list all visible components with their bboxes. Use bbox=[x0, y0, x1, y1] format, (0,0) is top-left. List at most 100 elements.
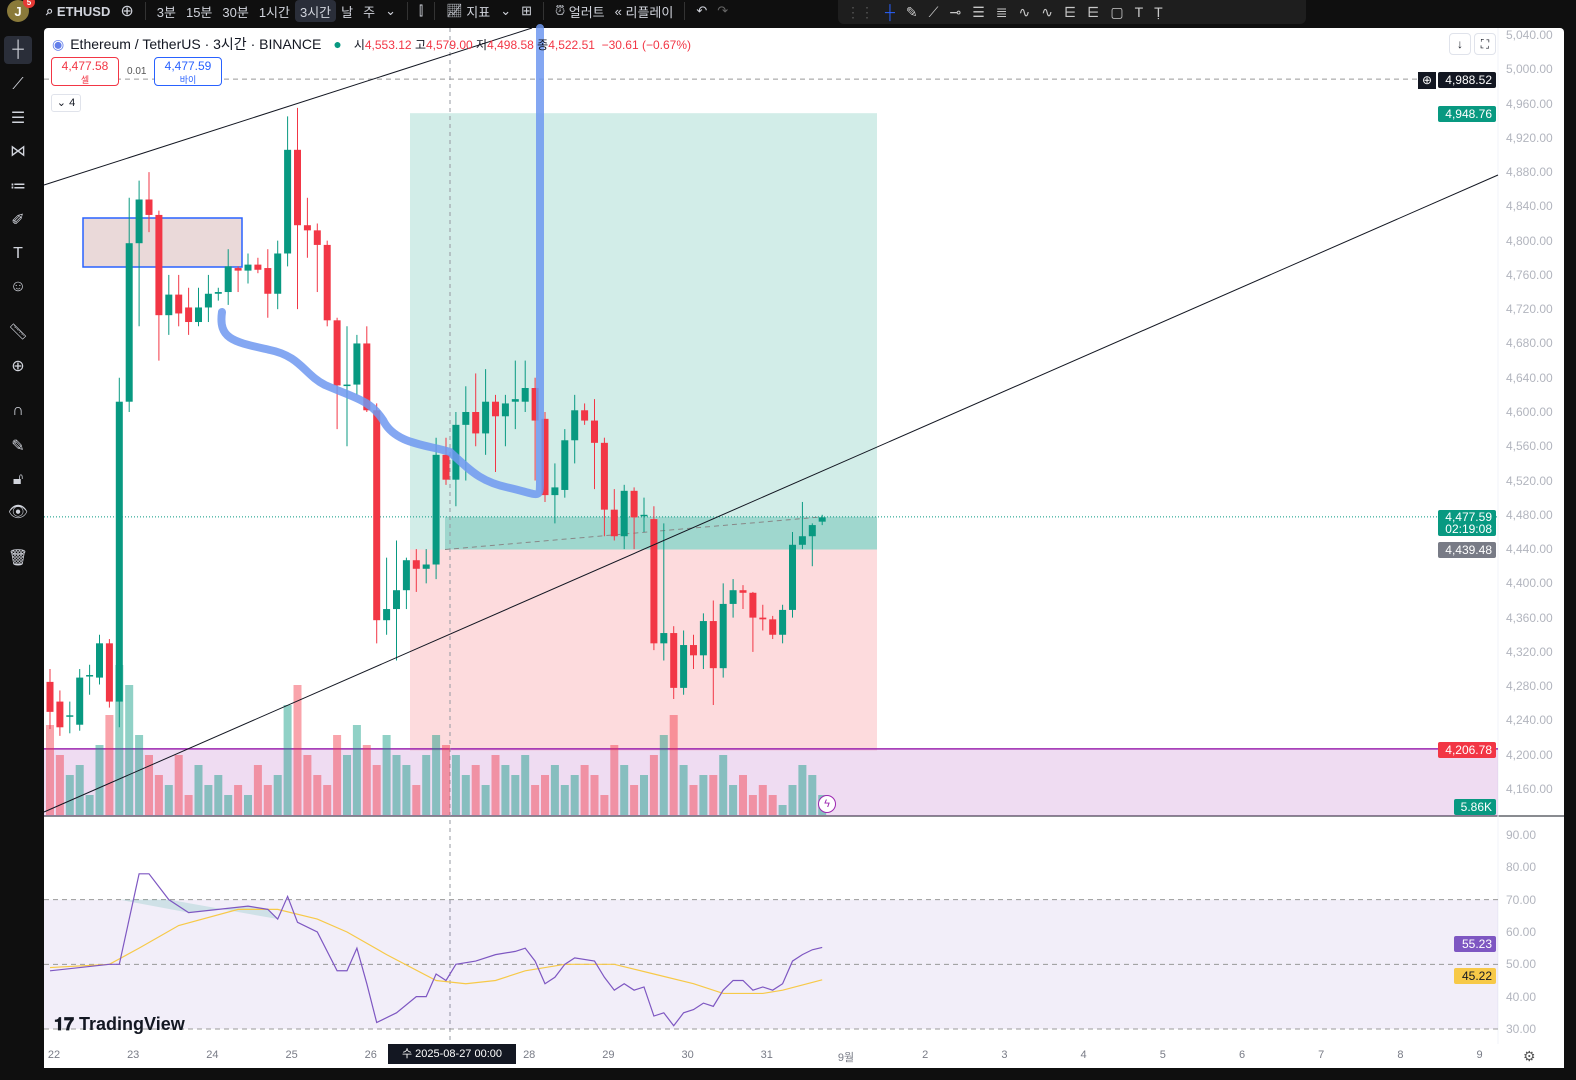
candle-body bbox=[115, 401, 123, 702]
tradingview-logo-icon: 𝟏𝟕 bbox=[54, 1014, 80, 1034]
market-open-dot-icon: ● bbox=[333, 36, 342, 52]
fib-extension-icon[interactable]: ⋿ bbox=[1087, 3, 1100, 20]
candle-body bbox=[234, 268, 242, 271]
magnet-icon[interactable]: ∩ bbox=[12, 402, 24, 419]
indicators-button[interactable]: 📈︎ 지표 bbox=[441, 0, 495, 22]
fib-fan-icon[interactable]: ≣ bbox=[995, 3, 1008, 20]
brush-tool-icon[interactable]: ✐ bbox=[11, 212, 25, 229]
rectangle-drawing bbox=[82, 217, 243, 268]
brush-drawing bbox=[217, 24, 544, 499]
sell-button[interactable]: 4,477.58 셀 bbox=[51, 57, 119, 86]
indicators-chevron-icon[interactable]: ⌄ bbox=[500, 3, 512, 18]
add-alert-plus-icon[interactable]: ⊕ bbox=[1418, 72, 1436, 89]
volume-bar bbox=[184, 795, 193, 815]
candle-body bbox=[214, 292, 222, 294]
volume-bar bbox=[154, 775, 163, 815]
volume-bar bbox=[372, 765, 381, 815]
lock-icon[interactable]: 🔓︎ bbox=[12, 471, 24, 488]
indicators-collapse-toggle[interactable]: ⌄ 4 bbox=[51, 94, 81, 112]
time-axis-tick: 9월 bbox=[837, 1052, 855, 1064]
rsi-axis-tick: 30.00 bbox=[1506, 1021, 1537, 1036]
interval-3m[interactable]: 3분 bbox=[156, 4, 176, 20]
tradingview-logo[interactable]: 𝟏𝟕 TradingView bbox=[54, 1014, 185, 1034]
trendline-icon[interactable]: ⟋ bbox=[928, 3, 939, 20]
drag-handle-icon[interactable]: ⋮⋮ bbox=[846, 3, 874, 20]
eye-icon[interactable]: 👁︎ bbox=[7, 504, 29, 521]
candle-body bbox=[709, 621, 717, 669]
scroll-down-arrow-icon[interactable]: ↓ bbox=[1449, 33, 1471, 55]
candle-body bbox=[521, 388, 529, 402]
fib-retracement-icon[interactable]: ⋿ bbox=[1063, 3, 1077, 20]
pattern-icon[interactable]: ∿ bbox=[1018, 3, 1031, 20]
symbol-title[interactable]: Ethereum / TetherUS · 3시간 · BINANCE bbox=[70, 36, 322, 52]
rectangle-icon[interactable]: ▢ bbox=[1110, 3, 1124, 20]
left-toolbar: ┼ ⟋ ☰ ⋈ ≔ ✐ T ☺ 📏︎ ⊕ ∩ ✎ 🔓︎ 👁︎ 🗑︎ bbox=[0, 28, 38, 1080]
candle-type-icon[interactable]: ⫿ bbox=[418, 3, 424, 18]
volume-bar bbox=[461, 775, 470, 815]
alert-button[interactable]: ⏰︎ 얼러트 bbox=[550, 0, 610, 22]
stay-in-drawing-mode-icon[interactable]: ✎ bbox=[11, 438, 25, 455]
volume-bar bbox=[244, 795, 252, 815]
volume-bar bbox=[412, 785, 421, 815]
brush-icon[interactable]: ✎ bbox=[905, 3, 918, 20]
trash-icon[interactable]: 🗑︎ bbox=[7, 550, 29, 567]
undo-icon[interactable]: ↶ bbox=[696, 3, 708, 18]
volume-bar bbox=[778, 805, 787, 815]
settings-gear-icon[interactable]: ⚙ bbox=[1523, 1048, 1536, 1064]
emoji-tool-icon[interactable]: ☺ bbox=[9, 278, 27, 295]
zoom-in-icon[interactable]: ⊕ bbox=[11, 358, 25, 375]
elliott-wave-icon[interactable]: ∿ bbox=[1041, 3, 1053, 20]
forecast-tool-icon[interactable]: ≔ bbox=[10, 178, 26, 195]
crosshair-icon[interactable]: ┼ bbox=[885, 4, 895, 20]
divider bbox=[684, 2, 686, 20]
redo-icon[interactable]: ↷ bbox=[717, 3, 729, 18]
price-axis-tick: 4,240.00 bbox=[1506, 713, 1553, 728]
volume-bar bbox=[164, 785, 173, 815]
interval-1h[interactable]: 1시간 bbox=[258, 4, 290, 20]
trend-line-lower bbox=[43, 174, 1499, 813]
compare-add-button[interactable]: ⊕ bbox=[120, 3, 134, 20]
interval-dropdown-chevron-icon[interactable]: ⌄ bbox=[385, 3, 396, 18]
text-tool-icon[interactable]: T bbox=[13, 245, 23, 262]
interval-day[interactable]: 날 bbox=[341, 4, 354, 20]
text-icon[interactable]: T bbox=[1134, 4, 1144, 20]
candle-body bbox=[135, 199, 143, 244]
time-axis-tick: 3 bbox=[1001, 1049, 1008, 1061]
fullscreen-icon[interactable]: ⛶ bbox=[1474, 33, 1496, 55]
ruler-icon[interactable]: 📏︎ bbox=[7, 324, 29, 341]
volume-bar bbox=[343, 755, 351, 815]
replay-button[interactable]: « 리플레이 bbox=[610, 0, 679, 22]
candle-body bbox=[105, 643, 113, 702]
candle-body bbox=[680, 645, 688, 688]
buy-button[interactable]: 4,477.59 바이 bbox=[154, 57, 222, 86]
fib-tool-icon[interactable]: ☰ bbox=[10, 110, 26, 127]
volume-bar bbox=[95, 745, 104, 815]
volume-bar bbox=[550, 765, 559, 815]
price-axis-tick: 4,440.00 bbox=[1506, 542, 1553, 557]
volume-bar bbox=[442, 745, 450, 815]
volume-bar bbox=[610, 745, 619, 815]
volume-bar bbox=[75, 765, 84, 815]
interval-week[interactable]: 주 bbox=[363, 4, 376, 20]
crosshair-tool-icon[interactable]: ┼ bbox=[4, 36, 32, 64]
interval-30m[interactable]: 30분 bbox=[222, 4, 249, 20]
layouts-grid-icon[interactable]: ⊞ bbox=[521, 3, 532, 18]
parallel-channel-icon[interactable]: ☰ bbox=[972, 3, 985, 20]
horizontal-ray-icon[interactable]: ⊸ bbox=[949, 3, 962, 20]
candle-body bbox=[591, 420, 598, 443]
alert-line-price-tag[interactable]: 4,988.52 bbox=[1438, 72, 1496, 88]
candle-body bbox=[244, 264, 252, 271]
symbol-search[interactable]: ⌕ ETHUSD bbox=[41, 0, 115, 22]
price-axis-tick: 4,600.00 bbox=[1506, 404, 1553, 419]
lightning-icon[interactable]: ϟ bbox=[818, 795, 836, 813]
volume-bar bbox=[758, 785, 767, 815]
volume-bar bbox=[739, 775, 747, 815]
interval-15m[interactable]: 15분 bbox=[185, 4, 213, 20]
trendline-tool-icon[interactable]: ⟋ bbox=[12, 76, 24, 93]
pattern-tool-icon[interactable]: ⋈ bbox=[10, 143, 26, 160]
interval-3h[interactable]: 3시간 bbox=[294, 0, 337, 22]
price-axis-tick: 4,640.00 bbox=[1506, 370, 1553, 385]
anchored-text-icon[interactable]: Ṭ bbox=[1154, 4, 1163, 20]
